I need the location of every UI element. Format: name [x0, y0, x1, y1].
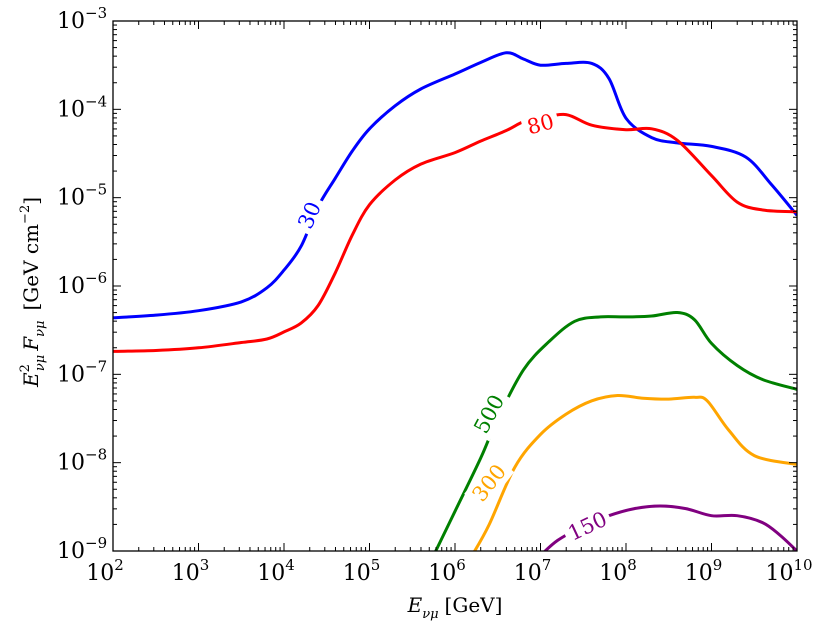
- label-mask-300: [464, 456, 515, 510]
- x-tick-label: 108: [599, 556, 637, 586]
- x-tick-label: 105: [343, 556, 381, 586]
- x-axis-label: Eνμ [GeV]: [407, 593, 503, 622]
- x-tick-label: 102: [86, 556, 124, 586]
- ticks-layer: [112, 20, 798, 552]
- y-tick-label: 10−5: [57, 181, 107, 211]
- x-tick-label: 107: [514, 556, 552, 586]
- curve-label-masks: [290, 107, 615, 549]
- label-mask-150: [560, 504, 615, 549]
- series-line-80: [113, 112, 797, 353]
- x-tick-label: 109: [685, 556, 723, 586]
- y-tick-label: 10−6: [57, 269, 107, 299]
- x-tick-label: 106: [428, 556, 466, 586]
- series-line-300: [472, 393, 797, 551]
- y-tick-label: 10−7: [57, 357, 107, 387]
- label-mask-500: [466, 386, 512, 442]
- y-axis-label: E2νμFνμ[GeV cm−2]: [18, 197, 48, 388]
- x-tick-label: 103: [172, 556, 210, 586]
- y-tick-label: 10−8: [57, 446, 107, 476]
- label-mask-30: [290, 193, 329, 238]
- label-mask-80: [519, 107, 562, 142]
- plot-frame: [112, 20, 798, 552]
- x-tick-label: 104: [257, 556, 295, 586]
- x-tick-label: 1010: [765, 556, 812, 586]
- y-tick-label: 10−4: [57, 92, 107, 122]
- curves-layer: [113, 51, 797, 551]
- y-tick-label: 10−3: [57, 4, 107, 34]
- y-tick-label: 10−9: [57, 534, 107, 564]
- tick-labels-layer: 102 103 104 105 106 107 108 109 1010 10−9 10−8 10−7…: [57, 4, 813, 586]
- series-line-30: [113, 51, 797, 320]
